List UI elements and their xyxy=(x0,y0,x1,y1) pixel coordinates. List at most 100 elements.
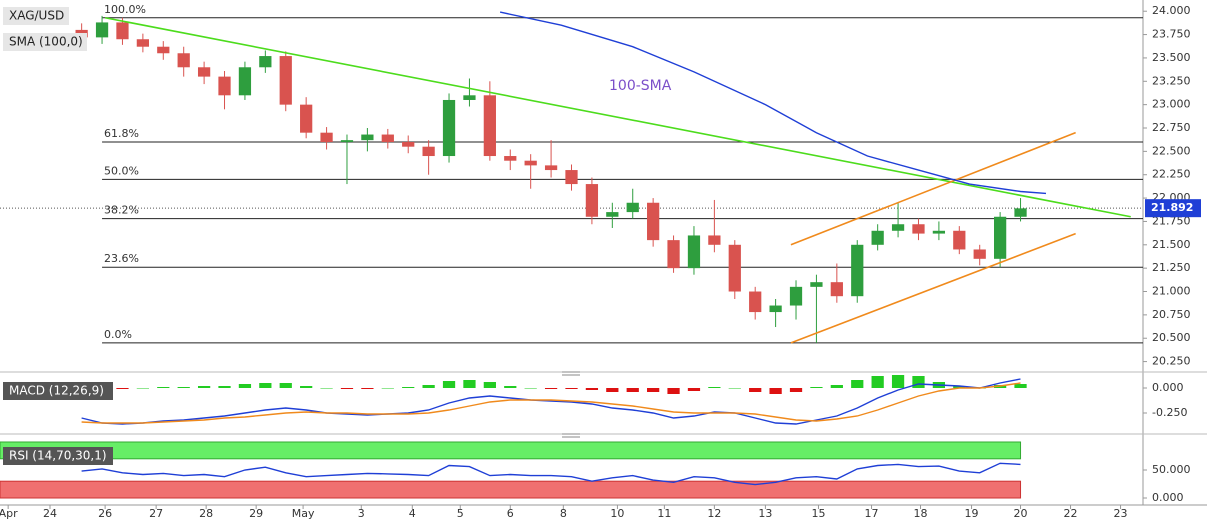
x-tick-label: May xyxy=(292,507,315,520)
rsi-overbought-zone xyxy=(0,441,1022,460)
macd-line xyxy=(81,378,1021,425)
y-tick-label: 21.250 xyxy=(1152,261,1191,274)
macd-histogram-bar xyxy=(891,375,905,388)
candle-body xyxy=(524,160,537,166)
sma-annotation: 100-SMA xyxy=(609,78,672,94)
macd-histogram-bar xyxy=(544,388,558,389)
price-panel: 100.0% 61.8% 50.0% 38.2% 23.6% 0.0% xyxy=(0,3,1143,344)
price-tag xyxy=(1145,199,1201,218)
macd-histogram-bar xyxy=(667,388,680,394)
candle-body xyxy=(544,165,558,171)
candle-body xyxy=(340,140,354,143)
y-tick-label: 22.250 xyxy=(1152,168,1191,181)
y-tick-label: 22.750 xyxy=(1152,121,1191,134)
macd-histogram-bar xyxy=(810,387,823,388)
x-tick-label: 29 xyxy=(249,507,263,520)
macd-histogram-bar xyxy=(626,388,639,392)
candle-body xyxy=(647,202,660,241)
label-box xyxy=(3,7,69,25)
label-box xyxy=(3,447,113,465)
candle-body xyxy=(565,170,578,185)
candle-body xyxy=(994,216,1007,259)
macd-histogram-bar xyxy=(647,388,660,392)
candle-body xyxy=(300,104,313,133)
y-tick-label: 21.750 xyxy=(1152,214,1191,227)
candle-body xyxy=(136,39,149,47)
candle-body xyxy=(381,134,394,143)
candle-body xyxy=(708,235,721,245)
candle-body xyxy=(463,95,476,100)
rsi-oversold-zone xyxy=(0,480,1022,499)
y-tick-label: 20.750 xyxy=(1152,308,1191,321)
candle-body xyxy=(749,291,762,313)
macd-histogram-bar xyxy=(177,387,190,388)
label-box xyxy=(3,33,87,51)
y-tick-label: 21.000 xyxy=(1152,285,1191,298)
macd-histogram-bar xyxy=(871,376,884,388)
y-tick-label: 23.750 xyxy=(1152,28,1191,41)
y-tick-label: 23.000 xyxy=(1152,98,1191,111)
candle-body xyxy=(851,244,864,297)
candle-body xyxy=(483,95,496,157)
candle-body xyxy=(687,235,701,269)
x-tick-label: 24 xyxy=(43,507,57,520)
macd-histogram-bar xyxy=(402,387,415,388)
label-text: MACD (12,26,9) xyxy=(9,384,104,398)
sma-line xyxy=(499,11,1047,195)
candle-body xyxy=(973,249,986,259)
candle-body xyxy=(728,244,741,292)
x-tick-label: 5 xyxy=(457,507,464,520)
x-tick-label: 26 xyxy=(98,507,112,520)
x-tick-label: 17 xyxy=(865,507,879,520)
candle-body xyxy=(238,67,252,96)
macd-histogram-bar xyxy=(749,388,762,392)
label-text: SMA (100,0) xyxy=(9,35,83,49)
x-tick-label: 27 xyxy=(149,507,163,520)
macd-histogram-bar xyxy=(830,385,843,388)
x-tick-label: 20 xyxy=(1014,507,1028,520)
fib-label: 100.0% xyxy=(104,3,146,16)
y-tick-label: 22.500 xyxy=(1152,144,1191,157)
x-tick-label: 11 xyxy=(657,507,671,520)
macd-histogram-bar xyxy=(953,386,966,388)
x-tick-label: Apr xyxy=(0,507,18,520)
macd-histogram-bar xyxy=(157,387,170,388)
candle-body xyxy=(789,286,803,306)
macd-histogram-bar xyxy=(197,386,211,388)
macd-histogram-bar xyxy=(116,388,129,389)
candle-body xyxy=(95,22,109,38)
candle-body xyxy=(442,99,456,157)
candle-body xyxy=(810,282,823,287)
macd-histogram-bar xyxy=(463,380,476,388)
candle-body xyxy=(259,56,272,68)
x-tick-label: 13 xyxy=(758,507,772,520)
x-tick-label: 6 xyxy=(507,507,514,520)
y-tick-label: 21.500 xyxy=(1152,238,1191,251)
candle-body xyxy=(667,240,680,269)
x-tick-label: 12 xyxy=(707,507,721,520)
x-tick-label: 10 xyxy=(610,507,624,520)
macd-histogram-bar xyxy=(340,388,354,389)
macd-histogram-bar xyxy=(606,388,619,392)
y-tick-label: 20.500 xyxy=(1152,331,1191,344)
candle-body xyxy=(871,230,884,245)
x-tick-label: 3 xyxy=(358,507,365,520)
macd-histogram-bar xyxy=(851,380,864,388)
macd-histogram-bar xyxy=(524,388,537,389)
candle-body xyxy=(606,212,619,217)
macd-histogram-bar xyxy=(279,383,292,388)
x-tick-label: 15 xyxy=(811,507,825,520)
candle-body xyxy=(891,224,905,231)
macd-histogram-bar xyxy=(259,383,272,388)
candle-body xyxy=(1014,208,1027,217)
y-tick-label: 23.500 xyxy=(1152,51,1191,64)
y-tick-label: 0.000 xyxy=(1152,491,1184,504)
macd-histogram-bar xyxy=(789,388,803,392)
macd-histogram-bar xyxy=(320,388,333,389)
macd-histogram-bar xyxy=(361,388,374,389)
macd-histogram-bar xyxy=(381,388,394,389)
y-tick-label: 20.250 xyxy=(1152,355,1191,368)
fib-label: 23.6% xyxy=(104,252,139,265)
